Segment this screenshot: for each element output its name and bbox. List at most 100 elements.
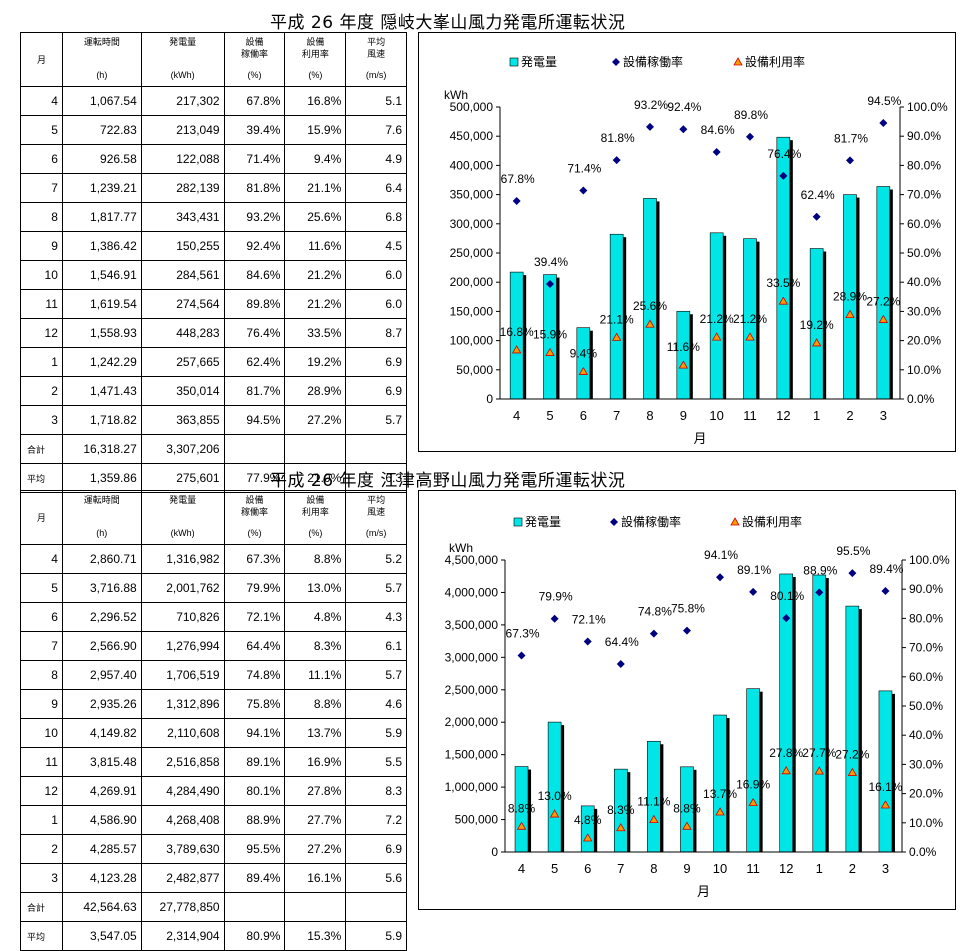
x-axis-label: 月 [693,431,706,446]
y-axis-tick-label: 0 [486,392,493,406]
riyo-data-label: 15.9% [533,328,567,342]
table-cell: 10 [20,260,63,290]
table-cell: 4.9 [345,144,407,174]
riyo-data-label: 13.7% [703,787,737,801]
kado-point [779,171,788,180]
legend-diamond-marker [612,58,620,66]
kado-point [879,119,888,128]
table-cell: 4,285.57 [61,834,142,864]
table-cell: 9 [20,689,63,719]
table-cell: 79.9% [223,573,286,603]
table-cell: 1,386.42 [61,231,142,261]
x-axis-tick-label: 12 [779,861,793,876]
column-header-unit: (m/s) [365,70,387,80]
legend-label: 設備利用率 [745,54,805,69]
kado-point [646,122,654,131]
column-header-unit: (%) [247,528,262,538]
table-cell: 257,665 [140,347,225,377]
table-cell: 2 [20,834,63,864]
table-cell: 7 [20,173,63,203]
riyo-point [549,809,560,818]
table-cell: 1,067.54 [61,86,142,116]
table-row: 10 1,546.91 284,561 84.6% 21.2% 6.0 [20,260,407,290]
x-axis-tick-label: 7 [613,408,620,423]
y-axis-tick-label: 300,000 [450,217,494,231]
table-row: 9 2,935.26 1,312,896 75.8% 8.8% 4.6 [20,689,407,719]
table-cell: 6.0 [345,260,407,290]
table-cell: 64.4% [223,631,286,661]
table-cell: 122,088 [140,144,225,174]
kado-point [550,614,559,623]
riyo-data-label: 16.1% [868,780,902,794]
table-cell: 94.5% [223,405,286,435]
section1-title: 平成 26 年度 隠岐大峯山風力発電所運転状況 [270,13,626,33]
table-cell: 3,547.05 [61,921,142,951]
table-cell: 21.0% [284,463,347,493]
table-cell: 19.2% [284,347,347,377]
x-axis-tick-label: 9 [680,408,687,423]
y-axis-tick-label: 500,000 [450,100,494,114]
table-cell: 1,706,519 [140,660,225,690]
table-row: 6 926.58 122,088 71.4% 9.4% 4.9 [20,144,407,174]
table-cell: 16.8% [284,86,347,116]
y2-axis-tick-label: 20.0% [907,334,941,348]
table-cell: 1,471.43 [61,376,142,406]
table-cell: 6.9 [345,834,407,864]
table-cell: 4 [20,544,63,574]
table-cell: 合計 [20,434,63,464]
x-axis-tick-label: 1 [816,861,823,876]
kado-data-label: 81.7% [834,131,868,145]
table-cell: 8.3 [345,776,407,806]
table-row: 3 4,123.28 2,482,877 89.4% 16.1% 5.6 [20,863,407,893]
table-cell: 1 [20,347,63,377]
table-cell: 4 [20,86,63,116]
x-axis-tick-label: 6 [584,861,591,876]
kado-data-label: 89.4% [869,562,903,576]
column-header: 発電量 (kWh) [140,32,225,87]
bar [878,690,893,853]
column-header-label: 発電量 [169,495,197,505]
riyo-point [645,319,655,328]
y2-axis-tick-label: 10.0% [907,363,941,377]
table-cell: 1,546.91 [61,260,142,290]
kado-data-label: 75.8% [671,602,705,616]
table-cell: 4,268,408 [140,805,225,835]
legend-triangle-marker [730,517,740,526]
table-cell: 27.2% [284,834,347,864]
y-axis-tick-label: 4,000,000 [445,585,499,599]
kado-data-label: 93.2% [634,98,668,112]
y2-axis-tick-label: 60.0% [907,217,941,231]
table-cell: 27.7% [284,805,347,835]
table-cell: 3,815.48 [61,747,142,777]
riyo-point [578,366,589,375]
x-axis-tick-label: 4 [513,408,520,423]
kado-data-label: 89.8% [734,108,768,122]
kado-point [612,156,621,165]
kado-point [812,212,821,221]
column-header-unit: (kWh) [170,528,195,538]
kado-point [649,629,658,638]
bar [845,605,860,853]
table-row: 5 722.83 213,049 39.4% 15.9% 7.6 [20,115,407,145]
kado-point [679,125,688,134]
table-cell: 1,276,994 [140,631,225,661]
table-cell: 80.1% [223,776,286,806]
kado-point [616,659,625,668]
table-cell: 94.1% [223,718,286,748]
table-cell: 39.4% [223,115,286,145]
table-cell: 4,269.91 [61,776,142,806]
table-cell [345,434,407,464]
y-axis-tick-label: 200,000 [450,275,494,289]
bar [547,721,562,853]
table-cell: 2,110,608 [140,718,225,748]
table-cell: 8.7 [345,318,407,348]
y2-axis-tick-label: 40.0% [909,728,943,742]
x-axis-label: 月 [697,884,710,899]
table-row: 3 1,718.82 363,855 94.5% 27.2% 5.7 [20,405,407,435]
table-cell [284,892,347,922]
table-cell: 448,283 [140,318,225,348]
kado-data-label: 79.9% [539,590,573,604]
table-cell: 1,242.29 [61,347,142,377]
kado-data-label: 84.6% [701,123,735,137]
table-cell: 4.5 [345,231,407,261]
